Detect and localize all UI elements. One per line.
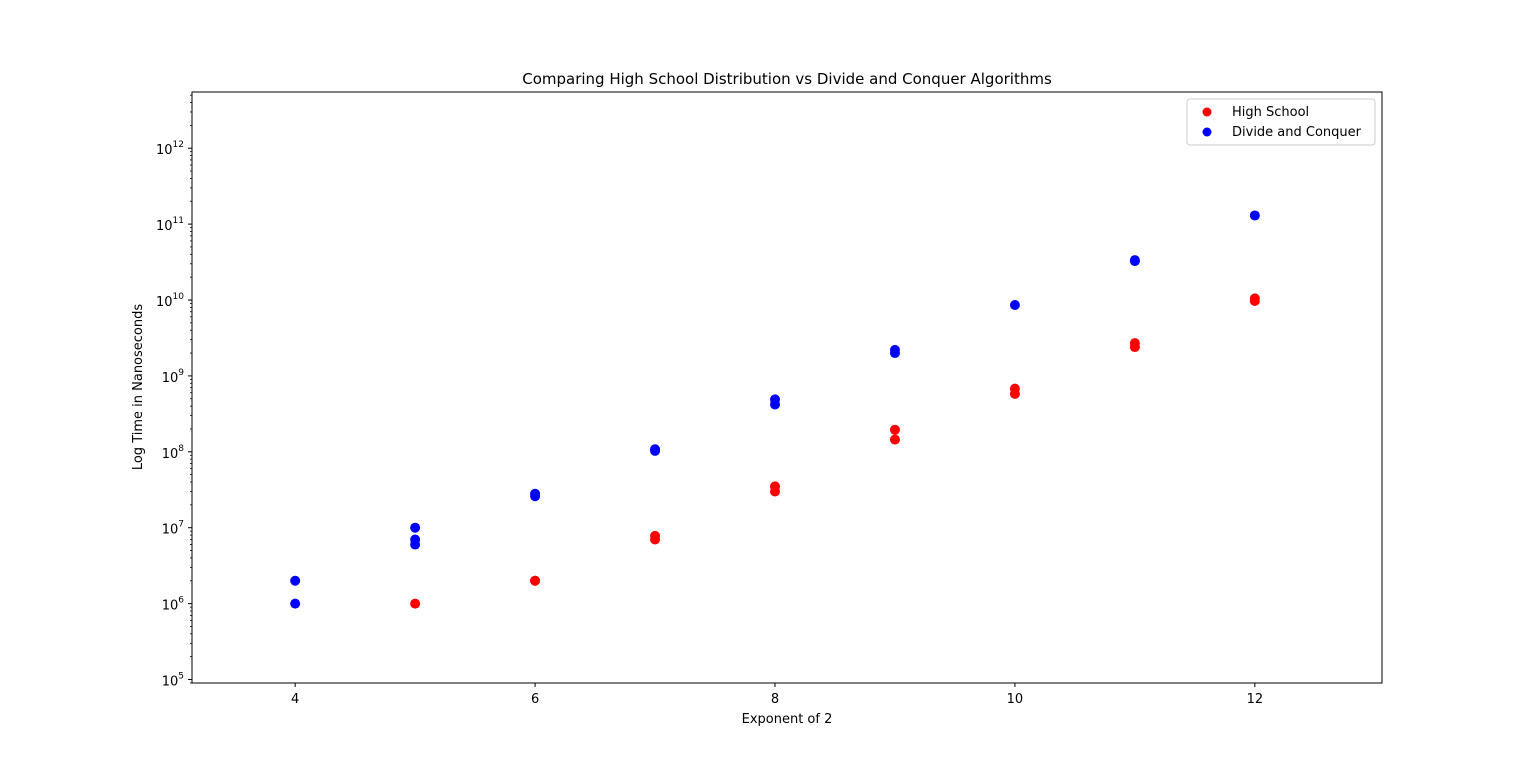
data-point-high-school <box>1009 383 1020 394</box>
data-point-high-school <box>410 598 421 609</box>
data-point-divide-and-conquer <box>1009 299 1020 310</box>
data-point-high-school <box>889 424 900 435</box>
x-tick-label: 10 <box>1007 692 1024 707</box>
x-tick-label: 8 <box>771 692 779 707</box>
data-point-high-school <box>889 434 900 445</box>
series-high-school <box>410 293 1260 609</box>
data-point-divide-and-conquer <box>290 598 301 609</box>
plot-area-frame <box>191 91 1383 684</box>
legend-marker-high-school <box>1202 107 1212 117</box>
legend-marker-divide-and-conquer <box>1202 127 1212 137</box>
legend-box <box>1186 98 1376 146</box>
x-axis-label: Exponent of 2 <box>742 712 833 727</box>
data-point-divide-and-conquer <box>410 522 421 533</box>
x-tick-label: 4 <box>291 692 299 707</box>
data-point-divide-and-conquer <box>1249 210 1260 221</box>
data-point-divide-and-conquer <box>1129 255 1140 266</box>
data-point-divide-and-conquer <box>530 488 541 499</box>
legend-label-high-school: High School <box>1232 105 1309 120</box>
legend: High School Divide and Conquer <box>1186 98 1376 146</box>
data-point-high-school <box>1129 338 1140 349</box>
data-point-high-school <box>650 530 661 541</box>
data-point-divide-and-conquer <box>889 344 900 355</box>
data-points <box>290 210 1260 609</box>
chart-title: Comparing High School Distribution vs Di… <box>522 70 1052 88</box>
x-tick-label: 6 <box>531 692 539 707</box>
y-axis-label: Log Time in Nanoseconds <box>131 304 146 471</box>
data-point-high-school <box>770 481 781 492</box>
data-point-divide-and-conquer <box>290 575 301 586</box>
series-divide-and-conquer <box>290 210 1260 609</box>
legend-label-divide-and-conquer: Divide and Conquer <box>1232 125 1362 140</box>
data-point-high-school <box>1249 293 1260 304</box>
data-point-high-school <box>530 575 541 586</box>
data-point-divide-and-conquer <box>410 534 421 545</box>
data-point-divide-and-conquer <box>650 444 661 455</box>
x-tick-label: 12 <box>1247 692 1264 707</box>
data-point-divide-and-conquer <box>770 394 781 405</box>
